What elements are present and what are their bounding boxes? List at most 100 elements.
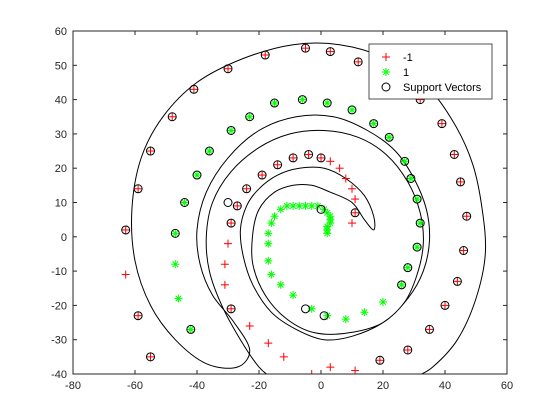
point-asterisk [406,174,415,183]
y-tick-label: 20 [55,163,67,175]
point-support-vector [304,149,314,159]
point-plus [264,339,273,348]
point-asterisk [264,239,273,248]
point-asterisk [369,119,378,128]
point-support-vector [319,311,329,321]
y-tick-label: -10 [51,266,67,278]
y-tick-label: 0 [61,232,67,244]
point-plus [224,239,232,248]
x-tick-label: 20 [377,380,389,392]
x-tick-label: -40 [189,380,205,392]
point-asterisk [264,256,273,265]
point-asterisk [267,219,276,228]
point-asterisk [276,280,285,289]
point-support-vector [226,218,236,228]
point-support-vector [301,43,310,53]
point-asterisk [270,99,279,108]
point-asterisk [295,201,304,210]
point-plus [258,171,267,180]
point-support-vector [133,311,143,321]
point-plus [351,195,360,204]
point-plus [301,44,310,53]
point-asterisk [323,229,332,238]
point-support-vector [353,57,363,67]
point-plus [227,304,236,313]
point-plus [326,363,335,372]
point-asterisk [307,201,316,210]
point-plus [121,270,130,279]
point-plus [437,119,446,128]
point-asterisk [289,291,298,300]
point-support-vector [452,276,462,286]
point-asterisk [193,171,201,180]
y-tick-label: -20 [51,300,67,312]
x-tick-label: 40 [439,380,451,392]
point-plus [348,219,356,228]
point-plus [134,311,143,320]
point-asterisk [282,201,291,210]
point-support-vector [459,246,469,256]
point-support-vector [257,170,267,180]
decision-boundary-layer [131,42,487,374]
point-support-vector [425,324,434,334]
point-support-vector [384,132,394,142]
point-plus [233,201,242,210]
point-support-vector [204,146,214,156]
point-support-vector [223,64,233,74]
point-support-vector [316,153,326,163]
point-support-vector [301,304,310,314]
point-support-vector [440,300,450,310]
y-tick-label: 10 [55,198,67,210]
point-plus [317,153,325,162]
point-support-vector [375,355,385,365]
ticks-layer: -80 -60 -40 -20 0 20 40 60 -40 -30 -20 -10 0 10 20 30 40… [51,26,513,392]
point-asterisk [416,219,425,228]
point-support-vector [189,84,199,94]
point-support-vector [412,242,422,252]
point-asterisk [245,112,254,121]
point-plus [134,184,143,193]
point-asterisk [385,133,394,142]
point-support-vector [260,50,270,60]
point-plus [341,174,350,183]
point-asterisk [171,229,180,238]
point-support-vector [146,146,155,156]
point-plus [351,208,360,217]
point-support-vector [415,218,425,228]
x-tick-label: -20 [251,380,267,392]
point-asterisk [276,205,285,214]
legend-label-pos: 1 [403,67,409,79]
point-support-vector [347,105,357,115]
y-tick-label: 60 [55,26,67,38]
y-tick-label: -30 [51,335,67,347]
point-support-vector [121,225,131,235]
point-support-vector [167,112,177,122]
point-plus [441,301,449,310]
point-plus [220,280,229,289]
point-support-vector [369,119,379,129]
point-support-vector [170,228,180,238]
point-plus [326,157,335,166]
point-support-vector [325,47,335,57]
y-tick-label: 40 [55,95,67,107]
point-plus [227,219,236,228]
point-support-vector [288,153,298,163]
point-plus [462,212,471,221]
x-tick-label: 0 [318,380,324,392]
point-asterisk [205,147,214,156]
x-tick-label: -80 [65,380,81,392]
point-asterisk [360,308,369,317]
decision-boundary-curve [131,42,487,374]
point-plus [261,51,270,60]
point-support-vector [232,201,242,211]
point-asterisk [180,198,189,207]
point-plus [326,47,335,56]
point-plus [307,370,316,374]
point-support-vector [133,184,143,194]
point-support-vector [297,95,307,105]
x-tick-label: 60 [501,380,513,392]
point-support-vector [456,177,465,187]
point-plus [273,160,282,169]
legend-item-sv: Support Vectors [381,82,482,94]
